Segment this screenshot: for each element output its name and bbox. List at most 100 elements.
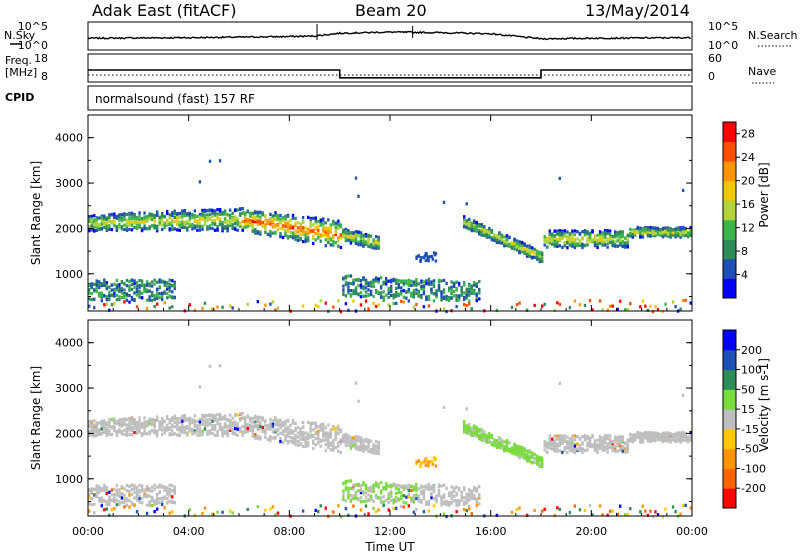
velocity-cell xyxy=(140,501,144,505)
velocity-cell xyxy=(160,428,164,432)
power-cell xyxy=(460,290,463,294)
velocity-cell xyxy=(319,438,322,442)
power-cell xyxy=(181,209,184,213)
velocity-cell xyxy=(543,444,546,448)
velocity-cell xyxy=(686,436,690,440)
power-cell xyxy=(392,296,395,300)
power-cell xyxy=(259,215,262,219)
velocity-cell xyxy=(166,490,169,494)
velocity-cell xyxy=(163,488,166,492)
power-cell xyxy=(155,224,159,228)
velocity-cell xyxy=(327,437,330,441)
power-cell xyxy=(400,290,403,294)
velocity-cell xyxy=(603,436,607,440)
velocity-cell xyxy=(384,481,388,486)
velocity-cell xyxy=(171,416,174,420)
velocity-cell xyxy=(586,435,589,439)
velocity-cell xyxy=(342,497,345,502)
velocity-cell xyxy=(558,443,562,447)
power-cell xyxy=(311,234,315,238)
power-cell xyxy=(422,305,426,309)
power-cell xyxy=(551,234,554,239)
power-cell xyxy=(120,279,124,284)
velocity-cell xyxy=(384,487,388,491)
power-cell xyxy=(437,278,441,282)
power-cell xyxy=(148,213,151,217)
velocity-cell xyxy=(671,433,675,437)
power-cell xyxy=(354,233,358,237)
velocity-cell xyxy=(400,491,403,495)
velocity-cell xyxy=(337,444,340,448)
velocity-cell xyxy=(352,494,355,498)
power-cell xyxy=(100,219,103,223)
velocity-cell xyxy=(686,440,690,444)
power-cell xyxy=(166,281,169,285)
power-cell xyxy=(347,235,350,239)
power-cell xyxy=(324,231,327,235)
power-cell xyxy=(636,230,640,234)
power-cell xyxy=(100,222,103,226)
velocity-cell xyxy=(460,490,463,494)
power-cell xyxy=(120,216,124,220)
velocity-cell xyxy=(138,416,141,420)
velocity-cell xyxy=(681,432,685,436)
power-cell xyxy=(176,228,179,232)
velocity-cell xyxy=(468,498,471,502)
power-cell xyxy=(419,258,422,263)
velocity-cell xyxy=(138,483,141,488)
power-cell xyxy=(352,289,355,293)
velocity-cell xyxy=(515,446,519,450)
velocity-cell xyxy=(626,445,629,450)
velocity-cell xyxy=(311,441,315,445)
power-cell xyxy=(155,302,159,306)
power-cell xyxy=(153,305,156,309)
velocity-cell xyxy=(679,437,682,441)
noise-strip-frame xyxy=(87,21,693,51)
power-cell xyxy=(113,282,116,286)
velocity-cell xyxy=(246,414,249,418)
power-cell xyxy=(191,216,194,220)
velocity-cell xyxy=(455,500,458,504)
nave-tick-bottom: 0 xyxy=(708,70,715,83)
velocity-cell xyxy=(186,417,189,421)
velocity-cell xyxy=(296,435,300,439)
power-cell xyxy=(103,225,106,229)
power-cell xyxy=(402,289,405,293)
velocity-cell xyxy=(304,439,307,443)
power-cell xyxy=(646,230,650,234)
velocity-cell xyxy=(163,420,166,424)
velocity-cell xyxy=(608,438,612,442)
power-cell xyxy=(339,245,343,250)
power-cell xyxy=(226,227,229,231)
power-cell xyxy=(541,259,544,263)
velocity-cell xyxy=(327,439,330,444)
power-cell xyxy=(188,214,192,218)
velocity-cell xyxy=(646,431,650,435)
power-cell xyxy=(500,241,504,245)
power-cell xyxy=(513,242,516,246)
power-cell xyxy=(498,235,501,240)
power-cell xyxy=(551,232,554,236)
velocity-cell xyxy=(347,443,350,447)
power-cell xyxy=(168,216,171,220)
velocity-cell xyxy=(359,508,363,512)
power-cell xyxy=(125,298,129,302)
velocity-cell xyxy=(244,424,247,429)
power-cell xyxy=(480,230,483,234)
power-cell xyxy=(480,228,483,232)
power-cell xyxy=(347,285,350,289)
power-cell xyxy=(455,280,458,284)
velocity-cell xyxy=(254,425,257,429)
velocity-cell xyxy=(488,440,491,444)
power-cell xyxy=(339,236,343,240)
velocity-cell xyxy=(236,433,239,437)
power-cell xyxy=(322,225,325,229)
power-cell xyxy=(342,230,345,234)
power-cell xyxy=(120,286,124,291)
velocity-cell xyxy=(598,438,602,442)
velocity-cell xyxy=(150,428,154,433)
velocity-cell xyxy=(322,434,325,438)
power-cell xyxy=(93,218,96,222)
power-cell xyxy=(264,219,267,223)
power-cell xyxy=(593,241,597,245)
